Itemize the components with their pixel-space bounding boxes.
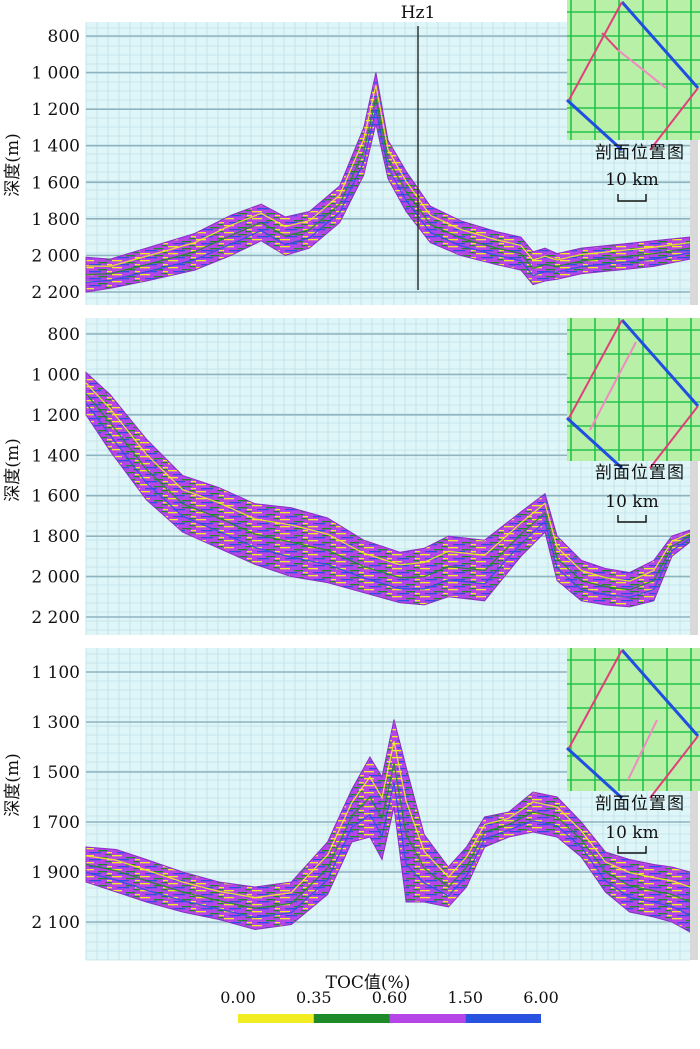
toc-layer-streak (85, 741, 691, 899)
inset-profile-line (589, 341, 637, 431)
depth-tick-label: 1 600 (31, 173, 80, 193)
inset-boundary-pink (649, 87, 699, 151)
toc-layer-streak (85, 98, 691, 276)
inset-boundary-pink (649, 405, 699, 469)
depth-tick-label: 1 000 (31, 365, 80, 385)
colorbar-segment (238, 1014, 314, 1023)
toc-layer-streak (85, 109, 691, 283)
location-map-inset-1 (565, 0, 700, 152)
inset-2-scale-label: 10 km (605, 492, 658, 512)
toc-layer-streak (85, 382, 691, 582)
toc-colorbar: 0.00 0.35 0.60 1.50 6.00 (220, 988, 559, 1023)
panel-2-depth-ticks: 800 1 000 1 200 1 400 1 600 1 800 2 000 2 200 (31, 325, 80, 628)
inset-boundary-pink (568, 1, 623, 101)
depth-tick-label: 1 400 (31, 446, 80, 466)
inset-1-scale-bar (617, 194, 647, 202)
inset-1-caption: 剖面位置图 (595, 143, 685, 163)
depth-tick-label: 1 700 (31, 813, 80, 833)
depth-tick-label: 1 500 (31, 763, 80, 783)
panel-right-edge (690, 318, 698, 635)
panel-2-y-axis-label: 深度(m) (3, 438, 23, 501)
depth-tick-label: 1 200 (31, 100, 80, 120)
inset-1-scale-label: 10 km (605, 170, 658, 190)
depth-tick-label: 1 900 (31, 863, 80, 883)
inset-2-caption: 剖面位置图 (595, 463, 685, 483)
depth-tick-label: 2 200 (31, 608, 80, 628)
depth-tick-label: 1 600 (31, 487, 80, 507)
inset-boundary-pink (568, 319, 623, 419)
depth-tick-label: 800 (48, 27, 80, 47)
colorbar-segment (313, 1014, 390, 1023)
depth-tick-label: 1 100 (31, 663, 80, 683)
panel-3-toc-body (85, 648, 698, 960)
colorbar-tick-label: 1.50 (447, 988, 483, 1007)
colorbar-tick-label: 6.00 (523, 988, 559, 1007)
inset-background (567, 318, 700, 461)
colorbar-tick-label: 0.35 (296, 988, 332, 1007)
panel-1-depth-ticks: 800 1 000 1 200 1 400 1 600 1 800 2 000 2 200 (31, 27, 80, 303)
panel-1-y-axis-label: 深度(m) (3, 133, 23, 196)
depth-tick-label: 1 200 (31, 406, 80, 426)
colorbar-segment (389, 1014, 466, 1023)
inset-boundary-blue (620, 649, 700, 737)
inset-boundary-blue (565, 98, 624, 152)
x-axis-label: TOC值(%) (326, 973, 411, 993)
panel-right-edge (690, 648, 698, 960)
depth-tick-label: 1 300 (31, 713, 80, 733)
colorbar-tick-label: 0.00 (220, 988, 256, 1007)
inset-profile-line (601, 32, 619, 51)
inset-boundary-blue (620, 319, 700, 407)
inset-profile-line (627, 719, 658, 781)
depth-tick-label: 2 000 (31, 568, 80, 588)
inset-2-scale-bar (617, 515, 647, 523)
location-map-inset-3 (565, 648, 700, 800)
well-hz1-label: Hz1 (401, 3, 436, 23)
inset-3-caption: 剖面位置图 (595, 794, 685, 814)
depth-tick-label: 1 800 (31, 210, 80, 230)
inset-boundary-blue (620, 1, 700, 89)
toc-layer-streak (85, 782, 691, 919)
inset-boundary-blue (565, 416, 624, 470)
depth-tick-label: 800 (48, 325, 80, 345)
inset-3-scale-label: 10 km (605, 823, 658, 843)
inset-boundary-pink (568, 649, 623, 749)
panel-2-toc-body (85, 318, 698, 635)
depth-tick-label: 2 000 (31, 246, 80, 266)
panel-right-edge (690, 22, 698, 305)
colorbar-tick-label: 0.60 (372, 988, 408, 1007)
panel-3-y-axis-label: 深度(m) (3, 753, 23, 816)
panel-3-depth-ticks: 1 100 1 300 1 500 1 700 1 900 2 100 (31, 663, 80, 933)
toc-layer-streak (85, 763, 691, 909)
toc-layer-streak (85, 393, 691, 591)
depth-tick-label: 2 200 (31, 283, 80, 303)
inset-profile-line (617, 49, 667, 89)
panel-1-toc-body (85, 22, 698, 305)
inset-background (567, 0, 700, 140)
inset-boundary-blue (565, 746, 624, 800)
colorbar-segment (465, 1014, 541, 1023)
depth-tick-label: 1 800 (31, 527, 80, 547)
location-map-inset-2 (565, 318, 700, 470)
toc-layer-streak (85, 85, 691, 268)
depth-tick-label: 1 400 (31, 137, 80, 157)
inset-boundary-pink (649, 735, 699, 799)
toc-layer-streak (85, 402, 691, 598)
depth-tick-label: 1 000 (31, 64, 80, 84)
depth-tick-label: 2 100 (31, 913, 80, 933)
inset-3-scale-bar (617, 846, 647, 854)
